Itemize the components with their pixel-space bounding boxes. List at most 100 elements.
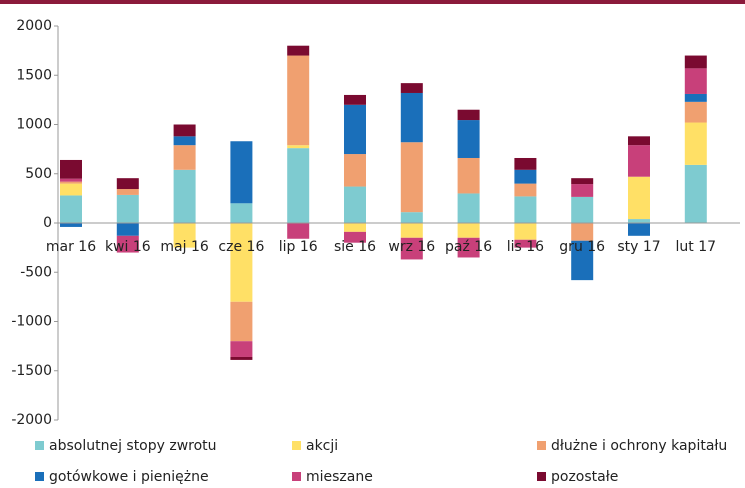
bar-segment (116, 223, 139, 236)
legend-label: akcji (306, 438, 338, 454)
x-tick-label: sty 17 (617, 239, 661, 255)
bar-segment (514, 239, 537, 248)
legend-swatch (292, 472, 301, 481)
bar-segment (400, 212, 423, 223)
bar-segment (230, 356, 253, 360)
legend-label: dłużne i ochrony kapitału (551, 438, 727, 454)
x-tick-label: lip 16 (278, 239, 318, 255)
bar-segment (400, 83, 423, 93)
bar-segment (684, 55, 707, 69)
legend-label: pozostałe (551, 469, 618, 485)
bar-segment (457, 237, 480, 258)
legend-swatch (537, 441, 546, 450)
x-tick-label: cze 16 (218, 239, 265, 255)
bar-segment (116, 194, 139, 223)
bar-segment (116, 235, 139, 253)
x-tick-label: wrz 16 (388, 239, 436, 255)
x-tick-label: maj 16 (160, 239, 209, 255)
bar-segment (684, 68, 707, 94)
y-tick-label: 1500 (16, 67, 52, 83)
bar-segment (116, 189, 139, 195)
bar-segment (628, 176, 650, 220)
bar-segment (60, 195, 82, 223)
bar-segment (571, 223, 594, 241)
bar-segment (457, 120, 480, 158)
bar-segment (287, 55, 310, 146)
legend-swatch (292, 441, 301, 450)
bar-segment (287, 45, 310, 56)
bar-segment (230, 203, 253, 223)
bar-segment (514, 223, 537, 240)
bar-segment (400, 223, 423, 238)
bar-segment (230, 141, 253, 204)
bar-segment (400, 92, 423, 143)
bar-segment (287, 145, 310, 149)
bar-segment (344, 223, 366, 232)
bar-segment (60, 159, 82, 179)
y-tick-label: 1000 (16, 117, 52, 133)
bar-segment (571, 196, 594, 223)
bar-segment (230, 341, 253, 357)
bar-segment (173, 124, 196, 137)
bar-segment (684, 101, 707, 123)
bar-segment (457, 157, 480, 194)
bar-segment (571, 178, 594, 185)
bar-segment (571, 184, 594, 197)
x-tick-label: lut 17 (675, 239, 717, 255)
top-border (0, 0, 745, 4)
bar-segment (60, 183, 82, 196)
x-tick-label: sie 16 (333, 239, 377, 255)
bar-segment (400, 142, 423, 213)
legend-swatch (35, 472, 44, 481)
bar-segment (628, 223, 650, 236)
y-tick-label: 2000 (16, 18, 52, 34)
bar-segment (514, 196, 537, 223)
bar-segment (60, 223, 82, 227)
bar-segment (344, 186, 366, 223)
bar-segment (60, 181, 82, 184)
legend-label: gotówkowe i pieniężne (49, 469, 209, 485)
bar-segment (230, 223, 253, 302)
bar-segment (173, 136, 196, 146)
bar-segment (514, 169, 537, 184)
x-tick-label: kwi 16 (104, 239, 151, 255)
x-tick-label: gru 16 (559, 239, 606, 255)
legend-swatch (537, 472, 546, 481)
bar-segment (230, 301, 253, 342)
bar-segment (514, 183, 537, 197)
y-tick-label: 0 (43, 215, 52, 231)
bar-segment (287, 223, 310, 239)
y-tick-label: -1500 (11, 363, 52, 379)
bar-segment (400, 237, 423, 260)
x-tick-label: paź 16 (445, 239, 493, 255)
bar-segment (457, 193, 480, 223)
bar-segment (684, 122, 707, 165)
bar-segment (344, 94, 366, 105)
bar-segment (628, 145, 650, 177)
x-tick-label: mar 16 (45, 239, 97, 255)
legend-label: absolutnej stopy zwrotu (49, 438, 217, 454)
bar-segment (173, 223, 196, 248)
bar-segment (60, 178, 82, 182)
bar-segment (457, 223, 480, 238)
bar-segment (628, 136, 650, 146)
bar-segment (628, 219, 650, 223)
bar-segment (173, 145, 196, 170)
bar-segment (173, 169, 196, 223)
bar-segment (571, 240, 594, 281)
y-tick-label: -2000 (11, 412, 52, 428)
bar-segment (457, 109, 480, 121)
bar-segment (344, 154, 366, 187)
legend-swatch (35, 441, 44, 450)
bar-segment (344, 231, 366, 243)
bar-segment (514, 157, 537, 170)
bar-segment (684, 164, 707, 223)
bar-segment (684, 93, 707, 102)
legend-label: mieszane (306, 469, 373, 485)
y-tick-label: -500 (20, 264, 52, 280)
bar-segment (116, 178, 139, 190)
y-tick-label: -1000 (11, 314, 52, 330)
bar-segment (344, 104, 366, 155)
